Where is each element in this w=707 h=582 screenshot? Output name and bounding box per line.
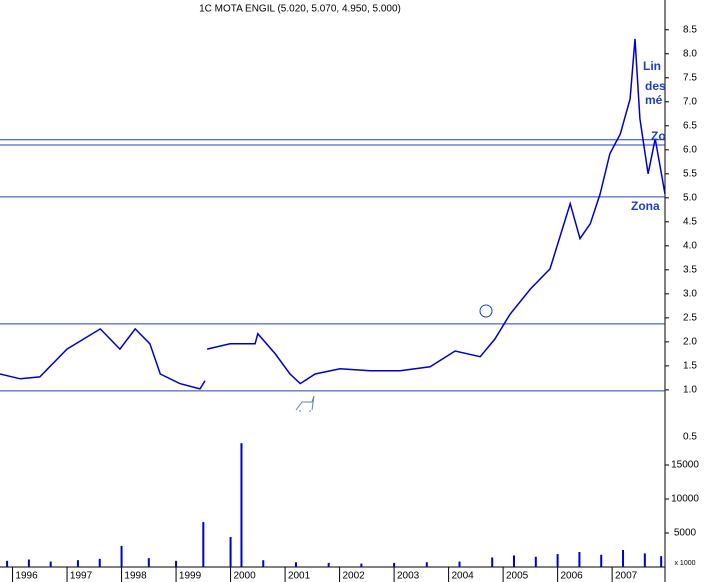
volume-unit: x 1000 bbox=[674, 560, 695, 567]
y-tick-label: 7.5 bbox=[683, 72, 697, 83]
volume-bar bbox=[513, 555, 516, 567]
y-tick-label: 5.5 bbox=[683, 168, 697, 179]
y-tick-label: 8.0 bbox=[683, 48, 697, 59]
y-tick-label: 4.0 bbox=[683, 240, 697, 251]
icon bbox=[295, 395, 315, 412]
volume-bar bbox=[491, 557, 494, 567]
volume-tick-label: 5000 bbox=[674, 528, 697, 539]
volume-bar bbox=[294, 562, 297, 567]
y-tick-label: 2.0 bbox=[683, 337, 697, 348]
volume-tick-label: 15000 bbox=[671, 460, 699, 471]
y-tick-label: 6.0 bbox=[683, 144, 697, 155]
x-tick-label: 2005 bbox=[506, 571, 529, 582]
x-tick-label: 1997 bbox=[70, 571, 93, 582]
volume-bar bbox=[147, 558, 150, 567]
volume-bar bbox=[262, 560, 265, 567]
x-tick-label: 2007 bbox=[615, 571, 638, 582]
volume-bar bbox=[6, 560, 9, 567]
volume-bar bbox=[534, 556, 537, 567]
volume-bar bbox=[458, 561, 461, 567]
volume-bar bbox=[27, 559, 30, 567]
volume-bar bbox=[393, 562, 396, 567]
y-tick-label: 6.5 bbox=[683, 120, 697, 131]
volume-bar bbox=[578, 552, 581, 567]
x-tick-label: 1999 bbox=[179, 571, 202, 582]
volume-bar bbox=[120, 545, 123, 567]
volume-bar bbox=[360, 563, 363, 567]
y-tick-label: 7.0 bbox=[683, 96, 697, 107]
chart-title: 1C MOTA ENGIL (5.020, 5.070, 4.950, 5.00… bbox=[199, 4, 401, 15]
annotation: Lin bbox=[643, 59, 661, 73]
volume-bar bbox=[175, 560, 178, 567]
annotation: des bbox=[645, 79, 666, 93]
y-tick-label: 0.5 bbox=[683, 432, 697, 443]
x-tick-label: 2004 bbox=[451, 571, 474, 582]
annotation: mé bbox=[645, 93, 663, 107]
y-tick-label: 2.5 bbox=[683, 312, 697, 323]
volume-bar bbox=[622, 550, 625, 567]
price-line bbox=[0, 327, 206, 390]
y-tick-label: 3.5 bbox=[683, 264, 697, 275]
y-tick-label: 4.5 bbox=[683, 216, 697, 227]
y-tick-label: 1.5 bbox=[683, 361, 697, 372]
x-tick-label: 2002 bbox=[342, 571, 365, 582]
annotation: Zo bbox=[651, 129, 666, 143]
y-tick-label: 8.5 bbox=[683, 24, 697, 35]
x-tick-label: 1998 bbox=[124, 571, 147, 582]
volume-bar bbox=[98, 558, 101, 567]
volume-bar bbox=[229, 537, 232, 567]
y-tick-label: 1.0 bbox=[683, 385, 697, 396]
volume-bar bbox=[76, 560, 79, 567]
x-tick-label: 2000 bbox=[233, 571, 256, 582]
x-tick-label: 2001 bbox=[288, 571, 311, 582]
volume-bar bbox=[425, 562, 428, 567]
y-tick-label: 5.0 bbox=[683, 192, 697, 203]
volume-bar bbox=[600, 554, 603, 567]
price-line bbox=[206, 38, 666, 385]
annotation: Zona bbox=[631, 199, 660, 213]
volume-bar bbox=[49, 561, 52, 567]
x-tick-label: 2003 bbox=[397, 571, 420, 582]
x-tick-label: 1996 bbox=[15, 571, 38, 582]
volume-bar bbox=[643, 553, 646, 567]
y-tick-label: 3.0 bbox=[683, 288, 697, 299]
smiley-icon bbox=[479, 304, 493, 318]
x-tick-label: 2006 bbox=[560, 571, 583, 582]
volume-bar bbox=[660, 556, 663, 567]
volume-bar bbox=[556, 554, 559, 567]
volume-bar bbox=[327, 562, 330, 567]
volume-bar bbox=[202, 522, 205, 567]
volume-bar bbox=[240, 443, 243, 567]
volume-tick-label: 10000 bbox=[671, 494, 699, 505]
